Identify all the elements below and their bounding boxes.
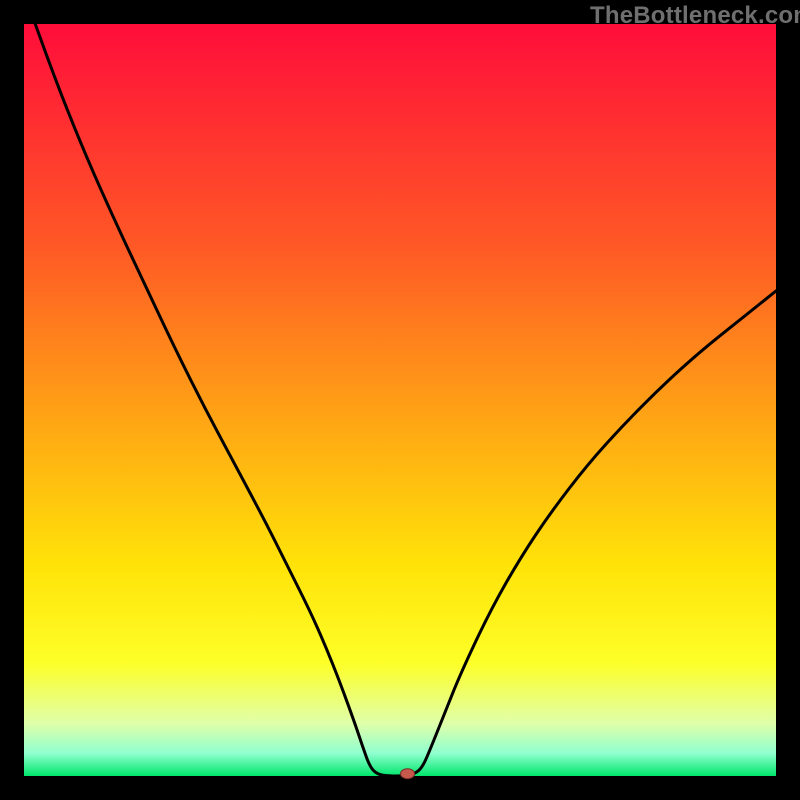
- optimum-marker: [401, 769, 415, 779]
- chart-overlay-svg: [0, 0, 800, 800]
- chart-frame: TheBottleneck.com: [0, 0, 800, 800]
- bottleneck-curve: [35, 24, 776, 776]
